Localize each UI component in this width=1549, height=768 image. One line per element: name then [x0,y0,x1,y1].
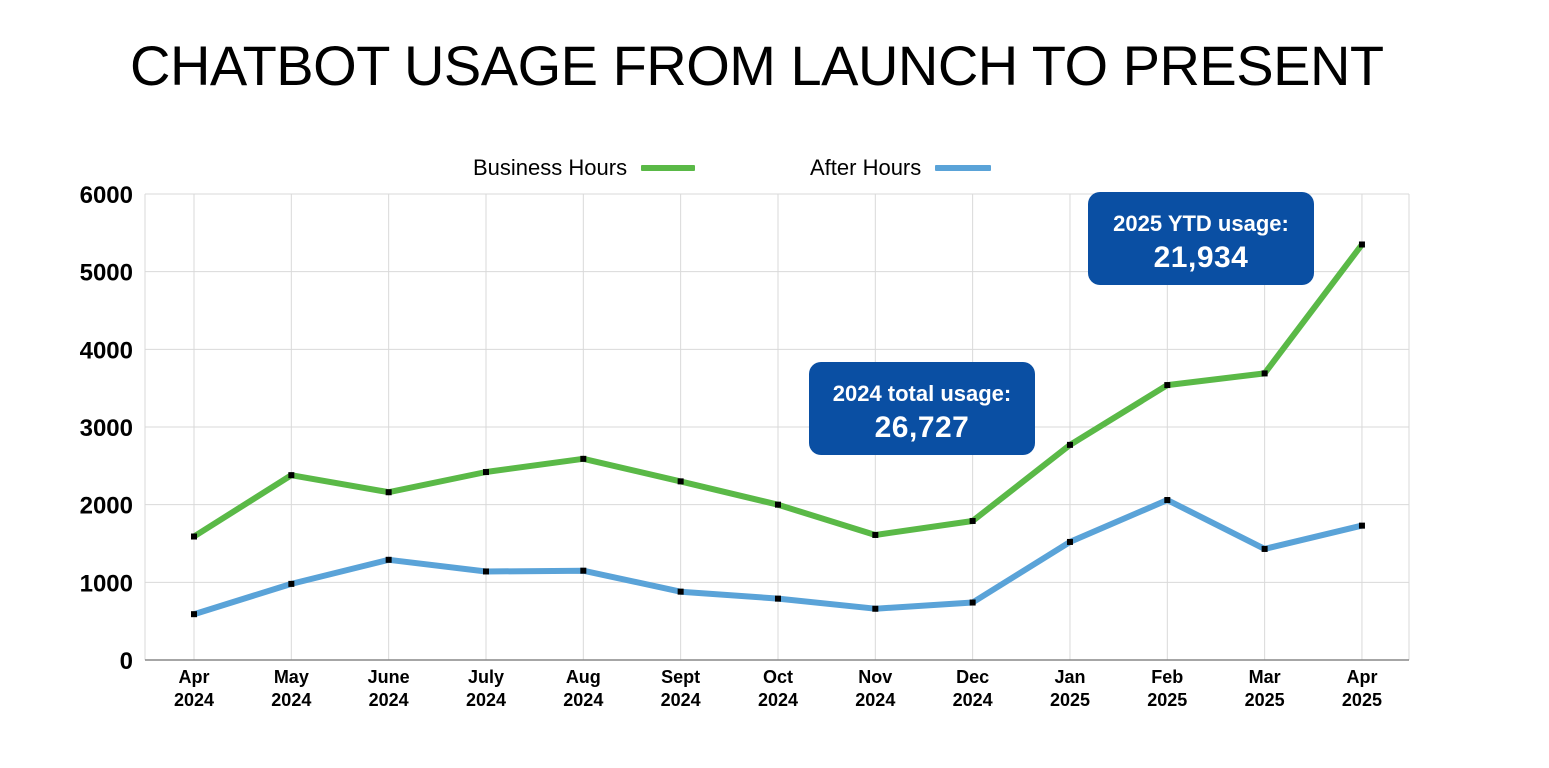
x-tick-year: 2025 [1245,690,1285,710]
x-tick-label: May 2024 [271,667,311,710]
x-tick-label: Dec 2024 [953,667,993,710]
callout-2024-value: 26,727 [874,411,970,444]
x-tick-year: 2024 [369,690,409,710]
x-tick-month: Feb [1151,667,1183,687]
data-point-after-hours [1358,522,1365,529]
x-tick-label: Aug 2024 [563,667,603,710]
data-point-after-hours [1164,497,1171,504]
y-tick-label: 4000 [80,337,133,364]
data-point-business-hours [969,517,976,524]
x-tick-year: 2024 [466,690,506,710]
x-tick-month: Sept [661,667,700,687]
data-point-after-hours [677,588,684,595]
x-tick-year: 2024 [758,690,798,710]
x-tick-month: Nov [858,667,892,687]
x-tick-label: Nov 2024 [855,667,895,710]
y-tick-label: 5000 [80,260,133,287]
x-tick-label: Sept 2024 [661,667,701,710]
data-point-after-hours [872,605,879,612]
x-tick-label: Apr 2024 [174,667,214,710]
data-point-business-hours [774,501,781,508]
y-tick-label: 6000 [80,182,133,209]
x-tick-label: Mar 2025 [1245,667,1285,710]
legend-label-business-hours: Business Hours [473,155,628,180]
data-point-after-hours [191,611,197,618]
data-point-business-hours [482,469,489,476]
x-tick-year: 2025 [1342,690,1382,710]
x-tick-year: 2024 [563,690,603,710]
data-point-after-hours [482,568,489,575]
x-tick-month: Apr [179,667,210,687]
x-tick-year: 2025 [1147,690,1187,710]
data-point-business-hours [872,531,879,538]
x-tick-label: July 2024 [466,667,506,710]
data-point-business-hours [677,478,684,485]
y-tick-label: 1000 [80,570,133,597]
x-tick-label: Oct 2024 [758,667,798,710]
callout-2025-label: 2025 YTD usage: [1113,211,1289,236]
x-tick-year: 2024 [661,690,701,710]
data-point-after-hours [580,567,587,574]
y-tick-label: 2000 [80,493,133,520]
data-point-business-hours [1358,241,1365,248]
data-point-after-hours [1261,545,1268,552]
legend-label-after-hours: After Hours [810,155,922,180]
x-tick-year: 2024 [953,690,993,710]
data-point-business-hours [1066,441,1073,448]
x-tick-month: June [368,667,410,687]
legend-swatch-business-hours [641,165,696,171]
data-point-business-hours [288,472,295,479]
data-point-after-hours [288,580,295,587]
x-tick-year: 2025 [1050,690,1090,710]
page-title: CHATBOT USAGE FROM LAUNCH TO PRESENT [130,34,1384,97]
legend-swatch-after-hours [935,165,992,171]
data-point-after-hours [969,599,976,606]
data-point-after-hours [1066,538,1073,545]
x-tick-label: June 2024 [368,667,410,710]
x-tick-year: 2024 [271,690,311,710]
data-point-business-hours [191,533,197,540]
x-tick-year: 2024 [855,690,895,710]
callout-2025-value: 21,934 [1153,241,1249,274]
x-tick-month: May [274,667,309,687]
x-tick-month: Mar [1249,667,1281,687]
x-tick-month: Dec [956,667,989,687]
data-point-after-hours [385,556,392,563]
data-point-business-hours [1261,370,1268,377]
data-point-business-hours [580,455,587,462]
data-point-after-hours [774,595,781,602]
y-tick-label: 0 [120,648,133,675]
legend-item-business-hours: Business Hours [473,155,696,181]
data-point-business-hours [385,489,392,496]
x-tick-month: Aug [566,667,601,687]
x-tick-label: Apr 2025 [1342,667,1382,710]
data-point-business-hours [1164,382,1171,389]
x-tick-month: Oct [763,667,793,687]
callout-2025-ytd: 2025 YTD usage: 21,934 [1088,192,1314,285]
legend-item-after-hours: After Hours [810,155,992,181]
x-tick-month: Apr [1346,667,1377,687]
x-tick-label: Jan 2025 [1050,667,1090,710]
callout-2024-total: 2024 total usage: 26,727 [809,362,1035,455]
x-tick-month: July [468,667,504,687]
y-tick-label: 3000 [80,415,133,442]
x-tick-year: 2024 [174,690,214,710]
x-tick-month: Jan [1054,667,1085,687]
x-tick-label: Feb 2025 [1147,667,1187,710]
callout-2024-label: 2024 total usage: [832,381,1012,406]
